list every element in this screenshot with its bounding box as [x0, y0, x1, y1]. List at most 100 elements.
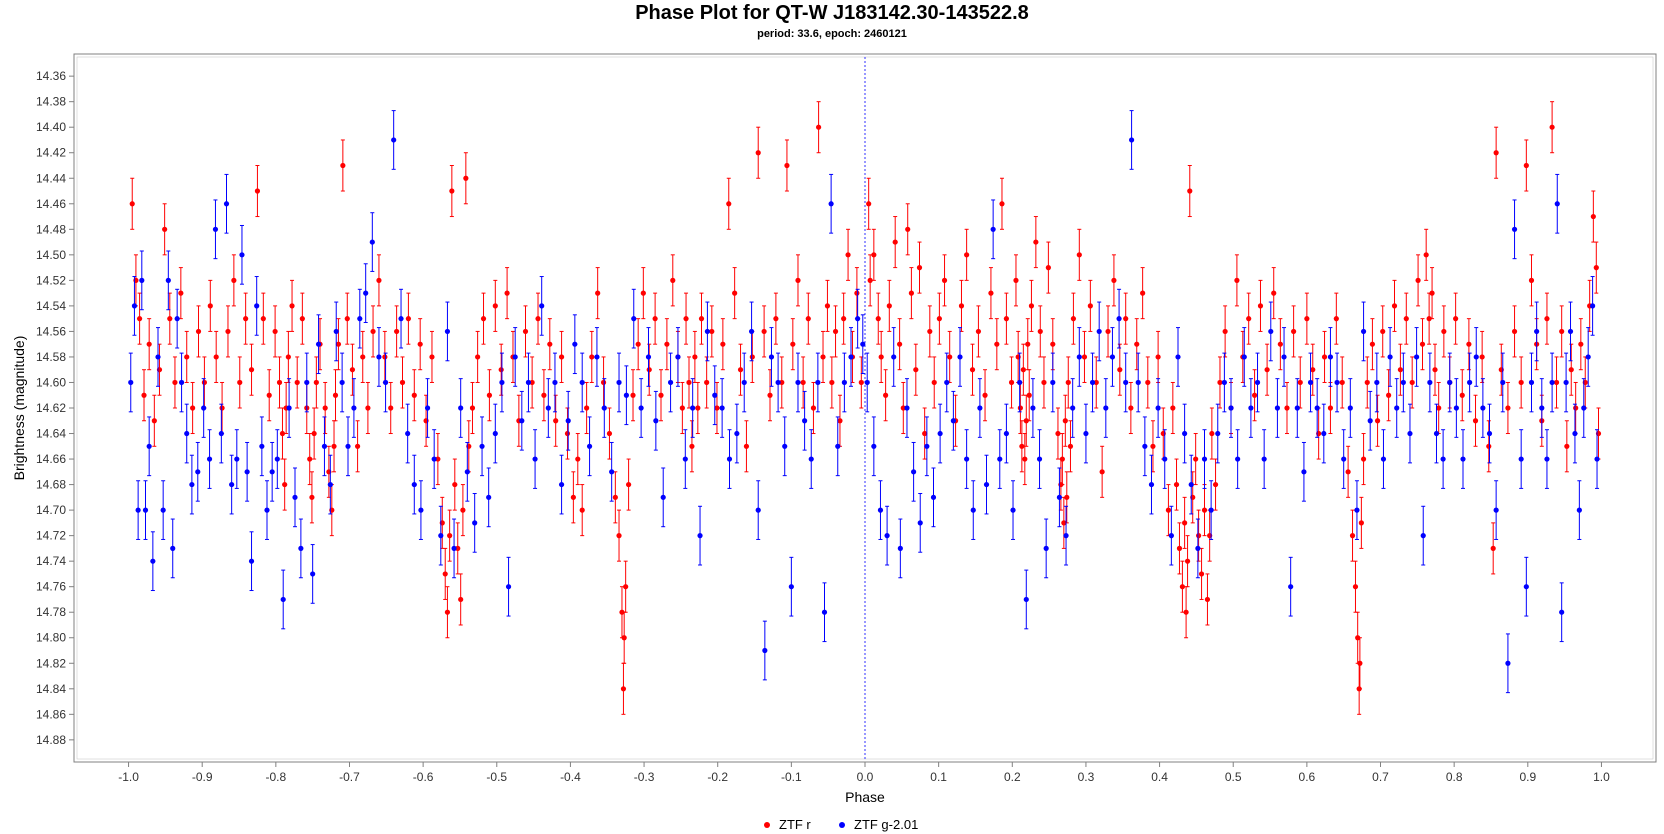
x-tick-label: -0.4 — [560, 770, 581, 784]
data-point — [1128, 137, 1135, 143]
data-point — [1013, 277, 1019, 283]
data-point — [360, 354, 366, 360]
data-point — [331, 443, 337, 449]
data-point — [594, 354, 600, 360]
data-point — [897, 545, 903, 552]
data-point — [464, 469, 470, 475]
data-point — [311, 430, 317, 437]
data-point — [841, 316, 847, 322]
data-point — [1155, 405, 1161, 411]
data-point — [460, 507, 466, 513]
data-point — [800, 379, 806, 386]
data-point — [1241, 354, 1247, 360]
data-point — [1209, 430, 1215, 437]
data-point — [223, 201, 230, 207]
x-tick-label: -0.8 — [265, 770, 286, 784]
data-point — [418, 507, 424, 513]
data-point — [170, 545, 176, 552]
data-point — [692, 354, 698, 360]
data-point — [155, 354, 161, 360]
data-point — [382, 354, 388, 360]
data-point — [734, 430, 740, 437]
data-point — [254, 188, 261, 194]
data-point — [1367, 418, 1373, 424]
y-tick-label: 14.54 — [36, 299, 66, 313]
data-point — [1594, 456, 1600, 462]
data-point — [1407, 430, 1413, 437]
data-point — [272, 328, 278, 335]
data-point — [522, 328, 529, 335]
data-point — [679, 405, 685, 411]
data-point — [848, 354, 854, 360]
data-point — [1264, 367, 1270, 373]
data-point — [365, 405, 371, 411]
data-point — [964, 456, 970, 462]
data-point — [1271, 290, 1277, 296]
data-point — [260, 316, 266, 322]
data-point — [492, 430, 498, 437]
data-point — [698, 316, 705, 322]
data-point — [1281, 354, 1287, 360]
data-point — [997, 456, 1003, 462]
data-point — [950, 418, 956, 424]
data-point — [697, 533, 703, 539]
data-point — [1400, 379, 1406, 386]
data-point — [1198, 571, 1205, 577]
data-point — [1188, 481, 1194, 488]
data-point — [174, 316, 180, 322]
data-point — [1103, 405, 1109, 411]
plot-area — [73, 53, 1657, 763]
data-point — [1341, 456, 1347, 462]
data-point — [1134, 341, 1140, 347]
data-point — [1008, 379, 1015, 386]
data-point — [1168, 533, 1174, 539]
y-tick-label: 14.78 — [36, 605, 66, 619]
data-point — [1429, 290, 1435, 296]
data-point — [1297, 379, 1303, 386]
y-tick-label: 14.76 — [36, 580, 66, 594]
data-point — [1440, 456, 1446, 462]
data-point — [1549, 124, 1555, 130]
data-point — [388, 405, 394, 411]
data-point — [151, 418, 157, 424]
data-point — [866, 201, 872, 207]
data-point — [1217, 379, 1223, 386]
data-point — [1274, 405, 1281, 411]
data-point — [1105, 328, 1111, 335]
data-point — [282, 481, 288, 488]
data-point — [941, 277, 948, 283]
data-point — [178, 379, 185, 386]
data-point — [732, 290, 738, 296]
data-point — [1559, 609, 1565, 615]
data-point — [908, 290, 914, 296]
data-point — [712, 392, 718, 398]
x-tick-label: 0.9 — [1519, 770, 1536, 784]
data-point — [845, 252, 851, 258]
data-point — [299, 316, 305, 322]
data-point — [519, 418, 525, 424]
data-point — [1017, 379, 1023, 386]
data-point — [977, 405, 983, 411]
data-point — [1099, 469, 1105, 475]
data-point — [248, 367, 255, 373]
data-point — [1179, 584, 1186, 590]
data-point — [900, 405, 906, 411]
data-point — [1235, 456, 1241, 462]
data-point — [1490, 545, 1496, 552]
data-point — [499, 379, 505, 386]
data-point — [779, 379, 785, 386]
data-point — [795, 277, 801, 283]
data-point — [916, 265, 923, 271]
data-point — [616, 379, 622, 386]
data-point — [575, 456, 581, 462]
y-tick-label: 14.48 — [36, 222, 66, 236]
data-point — [667, 379, 674, 386]
data-point — [584, 405, 590, 411]
data-point — [1460, 456, 1466, 462]
data-point — [1511, 226, 1518, 232]
x-tick-label: 1.0 — [1593, 770, 1610, 784]
series-ztf-g — [128, 110, 1600, 694]
data-point — [891, 354, 897, 360]
data-point — [682, 456, 688, 462]
data-point — [802, 418, 808, 424]
